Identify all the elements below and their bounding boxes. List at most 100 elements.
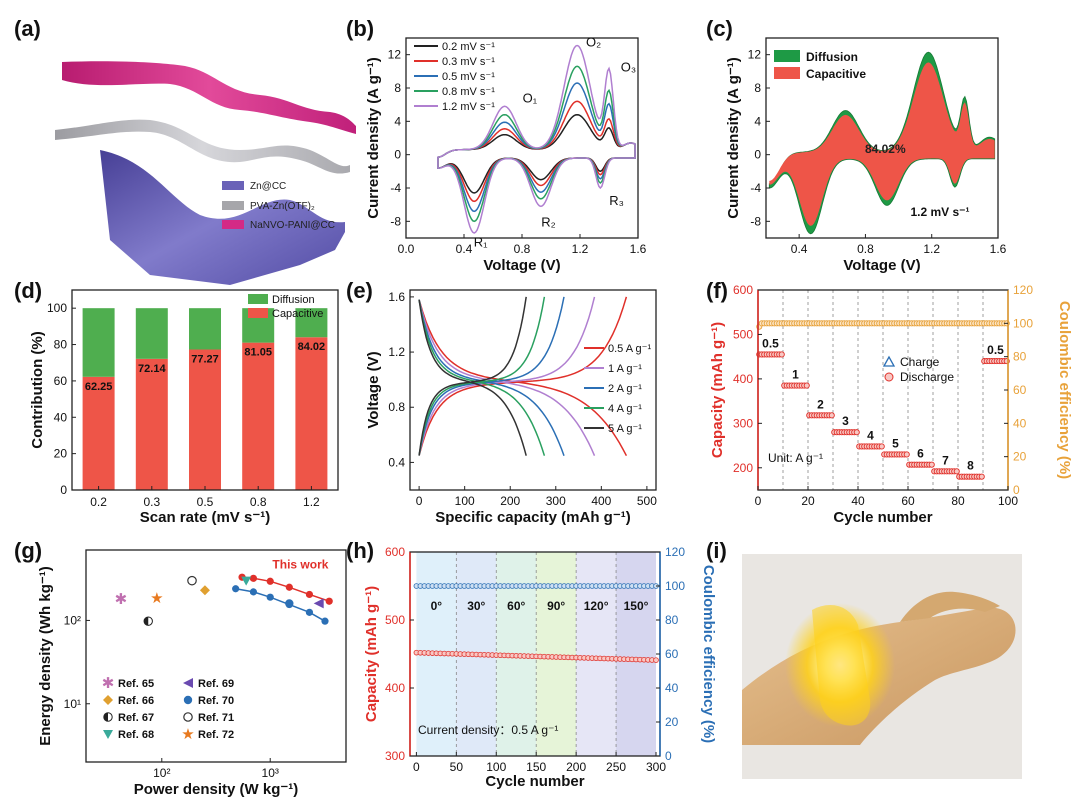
legend-label-g: Ref. 66 (118, 695, 154, 707)
y2-tick-label-f: 20 (1013, 450, 1027, 464)
y-tick-label-d: 60 (54, 374, 68, 388)
discharge-curve-3 (418, 299, 546, 456)
x-tick-label-e: 200 (500, 494, 520, 508)
legend-label-d-1: Capacitive (272, 308, 323, 320)
panel-label-d: (d) (14, 278, 42, 303)
y-tick-label-c: 0 (754, 148, 761, 162)
x-tick-label-h: 50 (450, 760, 464, 774)
this-work-point (305, 590, 314, 599)
y-tick-label-d: 100 (47, 301, 67, 315)
y-tick-label-d: 80 (54, 338, 68, 352)
legend-swatch-nanvo (222, 220, 244, 229)
x-tick-label-c: 1.2 (923, 242, 940, 256)
x-tick-label-h: 200 (566, 760, 586, 774)
chart-b-cv-curves: 0.2 mV s⁻¹ 0.3 mV s⁻¹ 0.5 mV s⁻¹ 0.8 mV s⁻¹… (365, 34, 647, 274)
x-tick-label-d: 1.2 (303, 495, 320, 509)
discharge-curve-4 (418, 299, 527, 456)
charge-curve-3 (418, 296, 546, 456)
y-tick-label-b: -4 (390, 181, 401, 195)
y-tick-label-f: 600 (733, 283, 753, 297)
this-work-point (325, 597, 333, 605)
bar-capacitive (82, 376, 115, 490)
legend-marker-g (183, 712, 193, 722)
discharge-point (978, 473, 985, 480)
y-tick-label-e: 0.8 (388, 400, 405, 414)
charge-curve-4 (418, 296, 527, 456)
discharge-curve-1 (418, 299, 596, 457)
x-tick-label-h: 150 (526, 760, 546, 774)
y2-tick-label-f: 60 (1013, 383, 1027, 397)
this-work-point (285, 583, 293, 591)
discharge-point (778, 351, 785, 358)
y-tick-label-b: -8 (390, 214, 401, 228)
chart-d-contribution-bars: 62.25 0.2 72.14 0.3 77.27 0.5 81.05 0.8 84.02 1.2… (29, 289, 339, 526)
discharge-point (878, 443, 885, 450)
bend-angle-label: 150° (624, 599, 649, 613)
y-tick-label-d: 20 (54, 447, 68, 461)
x-tick-label-b: 1.6 (630, 242, 647, 256)
x-tick-label-h: 250 (606, 760, 626, 774)
y-tick-label-c: 8 (754, 81, 761, 95)
y2-axis-label: Coulombic efficiency (%) (700, 565, 717, 743)
x-axis-label: Voltage (V) (843, 257, 920, 274)
x-tick-label-g: 10³ (262, 766, 279, 780)
peak-annotation-4: R₂ (541, 215, 555, 230)
x-tick-label-b: 1.2 (572, 242, 589, 256)
rate-label: 4 (867, 428, 874, 442)
y2-tick-label-h: 120 (665, 545, 685, 559)
discharge-curve-2 (418, 299, 565, 456)
x-tick-label-e: 400 (591, 494, 611, 508)
bend-angle-label: 60° (507, 599, 525, 613)
panel-label-i: (i) (706, 538, 727, 563)
y-tick-label-c: -8 (750, 214, 761, 228)
capacitive-area (769, 62, 995, 226)
legend-label-b-4: 1.2 mV s⁻¹ (442, 101, 495, 113)
bend-angle-label: 120° (584, 599, 609, 613)
this-work-point (249, 574, 258, 582)
panel-a: (a) Zn@CC PVA-Zn(OTF)₂ NaNVO-PANI@CC (14, 16, 356, 285)
peak-annotation-1: O₂ (586, 34, 601, 49)
legend-marker-g-half (103, 712, 108, 722)
legend-swatch-d-0 (248, 294, 268, 304)
bend-angle-label: 0° (431, 599, 443, 613)
y-tick-label-e: 1.6 (388, 290, 405, 304)
legend-label-zn: Zn@CC (250, 181, 286, 192)
y-tick-label-f: 400 (733, 372, 753, 386)
peak-annotation-2: O₃ (621, 59, 636, 74)
y-axis-label: Current density (A g⁻¹) (725, 57, 742, 219)
legend-label-g: Ref. 65 (118, 678, 154, 690)
rate-label: 5 (892, 436, 899, 450)
rate-label: 3 (842, 414, 849, 428)
x-tick-label-f: 100 (998, 494, 1018, 508)
x-tick-label-h: 300 (646, 760, 666, 774)
chart-c-capacitive-contribution: 0.4 0.8 1.2 1.6 -8 -4 0 4 8 12 Voltage (V) Current … (725, 37, 1007, 274)
capacity-point (653, 657, 659, 663)
peak-annotation-0: O₁ (523, 90, 538, 105)
y-axis-label: Current density (A g⁻¹) (365, 57, 382, 219)
panel-label-e: (e) (346, 278, 373, 303)
y2-tick-label-f: 40 (1013, 416, 1027, 430)
charge-curve-0 (418, 296, 628, 456)
y-tick-label-h: 300 (385, 749, 405, 763)
bar-value-label: 77.27 (191, 354, 219, 366)
bar-diffusion (135, 308, 168, 359)
legend-swatch-zn (222, 181, 244, 190)
x-tick-label-b: 0.4 (456, 242, 473, 256)
ref-marker (313, 598, 324, 609)
ref-marker-half (144, 616, 149, 626)
x-tick-label-d: 0.8 (250, 495, 267, 509)
panel-label-b: (b) (346, 16, 374, 41)
x-axis-label: Scan rate (mV s⁻¹) (140, 509, 270, 526)
bend-angle-label: 90° (547, 599, 565, 613)
this-work-point (321, 617, 329, 625)
discharge-point (928, 461, 935, 468)
legend-label-discharge: Discharge (900, 370, 954, 384)
panel-i-photo (742, 554, 1022, 779)
this-work-point (249, 588, 258, 596)
legend-marker-discharge (884, 372, 894, 382)
chart-e-gcd-curves: 0.5 A g⁻¹ 1 A g⁻¹ 2 A g⁻¹ 4 A g⁻¹ 5 A g⁻¹ 0 10… (365, 289, 657, 526)
discharge-point (953, 468, 960, 475)
y-tick-label-c: -4 (750, 181, 761, 195)
this-work-label: This work (272, 557, 328, 571)
bar-capacitive (242, 342, 275, 490)
